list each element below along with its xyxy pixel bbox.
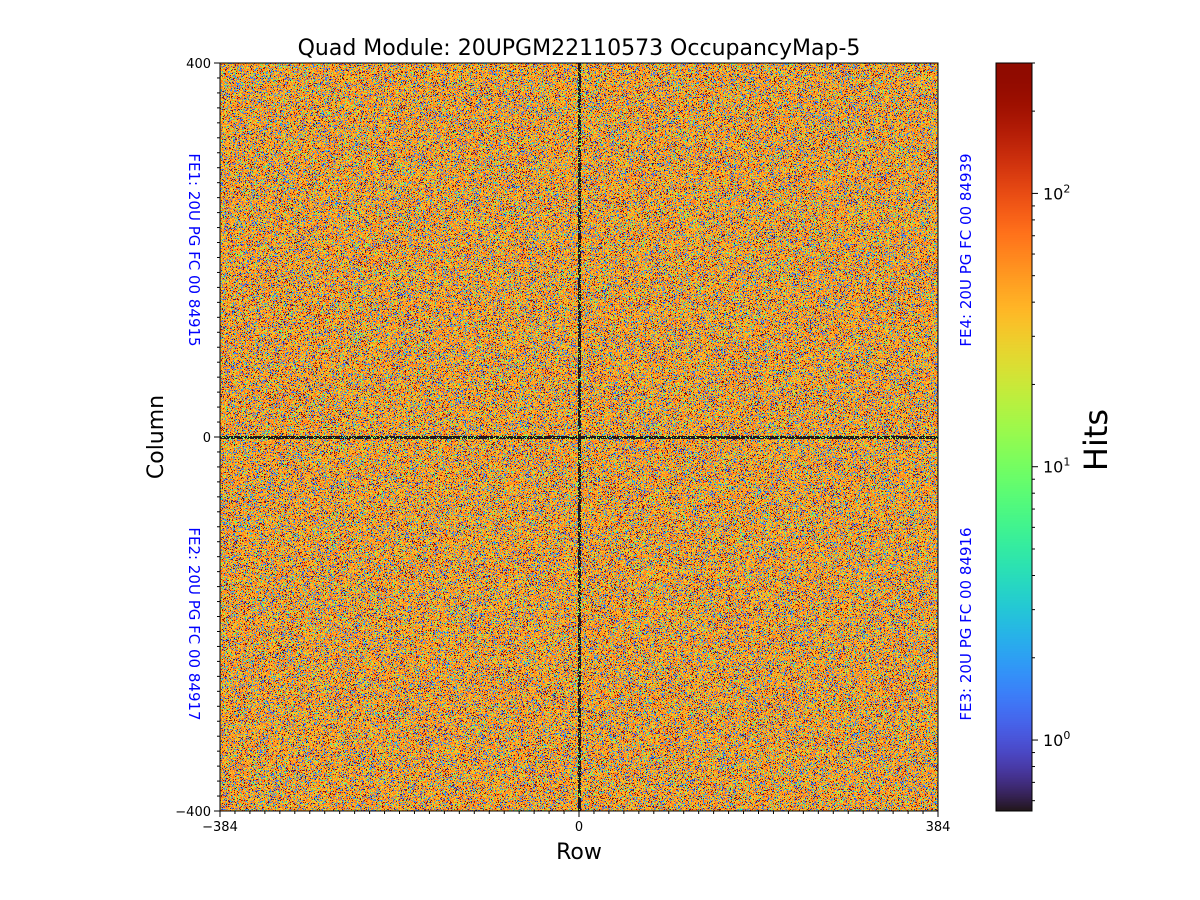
y-axis: 400 0 −400: [175, 57, 220, 820]
x-tick-label: 0: [575, 820, 583, 835]
colorbar-tick-label: 100: [1043, 729, 1070, 750]
colorbar-gradient: [996, 63, 1032, 811]
x-tick-label: 384: [926, 820, 951, 835]
colorbar-tick-label: 102: [1043, 182, 1070, 203]
colorbar-tick-label: 101: [1043, 456, 1070, 477]
y-tick-label: 0: [203, 431, 211, 446]
colorbar-label: Hits: [1077, 409, 1115, 471]
heatmap-image: [220, 63, 938, 811]
plot-frame: [219, 62, 939, 812]
x-tick-label: −384: [202, 820, 238, 835]
chart-title: Quad Module: 20UPGM22110573 OccupancyMap…: [298, 36, 861, 61]
fe4-chip-label: FE4: 20U PG FC 00 84939: [957, 153, 975, 346]
x-axis-label: Row: [556, 840, 602, 865]
x-axis: −384 0 384: [202, 811, 950, 835]
colorbar-frame: [995, 62, 1033, 812]
fe2-chip-label: FE2: 20U PG FC 00 84917: [185, 527, 203, 720]
fe3-chip-label: FE3: 20U PG FC 00 84916: [957, 527, 975, 720]
y-tick-label: 400: [186, 57, 211, 72]
y-axis-label: Column: [144, 395, 169, 479]
colorbar-axis: 100 101 102: [1032, 62, 1070, 802]
y-tick-label: −400: [175, 805, 211, 820]
fe1-chip-label: FE1: 20U PG FC 00 84915: [185, 153, 203, 346]
